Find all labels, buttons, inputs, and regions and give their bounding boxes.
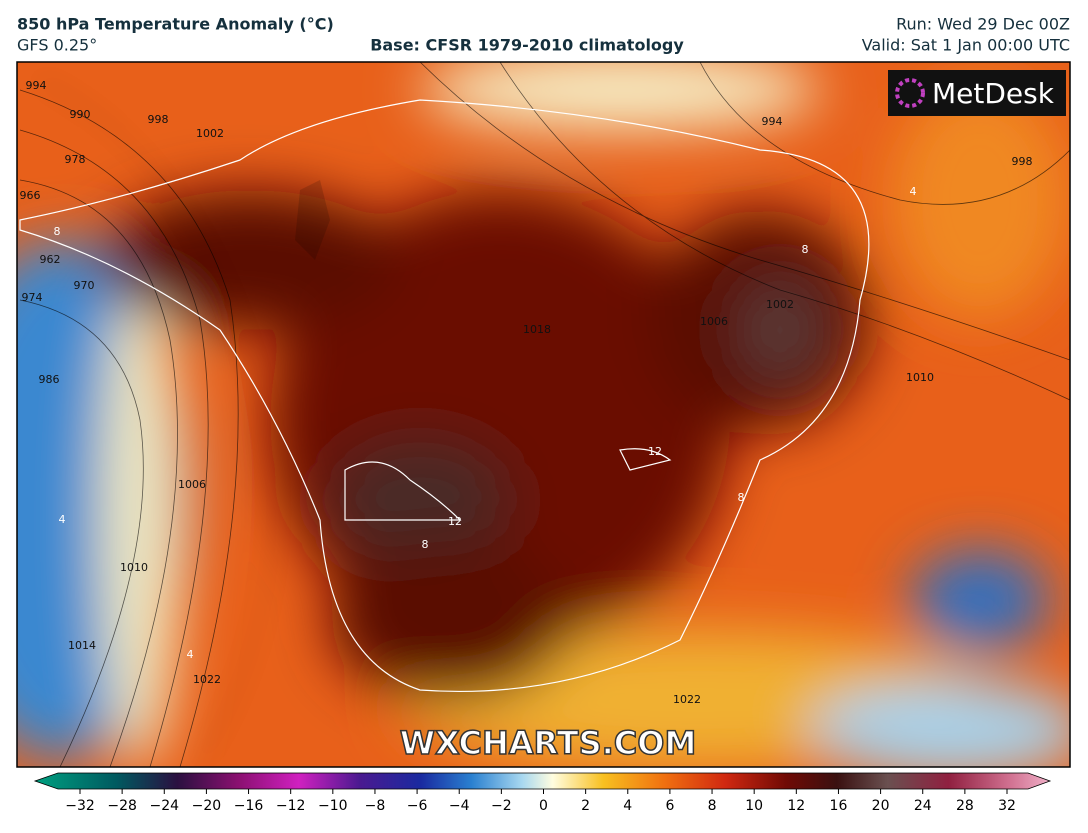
colorbar-label: −12 — [276, 798, 306, 814]
colorbar-label: −2 — [491, 798, 512, 814]
contour-label: 1018 — [523, 323, 551, 336]
contour-label: 4 — [59, 513, 66, 526]
contour-label: 962 — [40, 253, 61, 266]
contour-label: 8 — [422, 538, 429, 551]
colorbar-label: 4 — [623, 798, 632, 814]
contour-label: 966 — [20, 189, 41, 202]
contour-label: 1006 — [700, 315, 728, 328]
colorbar-label: −20 — [192, 798, 222, 814]
logo-icon — [895, 78, 925, 108]
logo: MetDesk — [932, 77, 1055, 110]
colorbar — [33, 772, 1052, 790]
contour-label: 1010 — [120, 561, 148, 574]
map — [17, 62, 1070, 767]
colorbar-label: −28 — [107, 798, 137, 814]
contour-label: 994 — [762, 115, 783, 128]
logo-box — [888, 70, 1066, 116]
colorbar-label: −10 — [318, 798, 348, 814]
colorbar-label: −4 — [449, 798, 470, 814]
contour-label: 970 — [74, 279, 95, 292]
contour-label: 8 — [738, 491, 745, 504]
colorbar-label: −8 — [365, 798, 386, 814]
contour-label: 8 — [802, 243, 809, 256]
colorbar-label: 32 — [998, 798, 1016, 814]
contour-label: 994 — [26, 79, 47, 92]
contour-label: 978 — [65, 153, 86, 166]
contour-label: 998 — [148, 113, 169, 126]
colorbar-label: 10 — [745, 798, 763, 814]
valid: Valid: Sat 1 Jan 00:00 UTC — [862, 36, 1070, 55]
contour-label: 8 — [54, 225, 61, 238]
title: 850 hPa Temperature Anomaly (°C) — [17, 15, 334, 34]
colorbar-label: 8 — [708, 798, 717, 814]
contour-label: 12 — [448, 515, 462, 528]
colorbar-label: −16 — [234, 798, 264, 814]
contour-label: 1002 — [196, 127, 224, 140]
colorbar-label: −6 — [407, 798, 428, 814]
contour-label: 1006 — [178, 478, 206, 491]
colorbar-label: 20 — [872, 798, 890, 814]
colorbar-label: −32 — [65, 798, 95, 814]
contour-label: 1010 — [906, 371, 934, 384]
base: Base: CFSR 1979-2010 climatology — [370, 36, 684, 55]
contour-label: 998 — [1012, 155, 1033, 168]
colorbar-label: 24 — [914, 798, 932, 814]
colorbar-label: 28 — [956, 798, 974, 814]
colorbar-label: 6 — [665, 798, 674, 814]
model: GFS 0.25° — [17, 36, 97, 55]
watermark: WXCHARTS.COM — [400, 724, 697, 762]
colorbar-label: 16 — [830, 798, 848, 814]
contour-label: 4 — [910, 185, 917, 198]
contour-label: 1002 — [766, 298, 794, 311]
run: Run: Wed 29 Dec 00Z — [896, 15, 1070, 34]
contour-label: 12 — [648, 445, 662, 458]
map-frame — [16, 61, 1071, 768]
colorbar-label: 12 — [787, 798, 805, 814]
contour-label: 1014 — [68, 639, 96, 652]
colorbar-label: 0 — [539, 798, 548, 814]
colorbar-label: 2 — [581, 798, 590, 814]
contour-label: 1022 — [193, 673, 221, 686]
contour-label: 1022 — [673, 693, 701, 706]
contour-label: 4 — [187, 648, 194, 661]
contour-label: 990 — [70, 108, 91, 121]
contour-label: 974 — [22, 291, 43, 304]
colorbar-label: −24 — [149, 798, 179, 814]
contour-label: 986 — [39, 373, 60, 386]
